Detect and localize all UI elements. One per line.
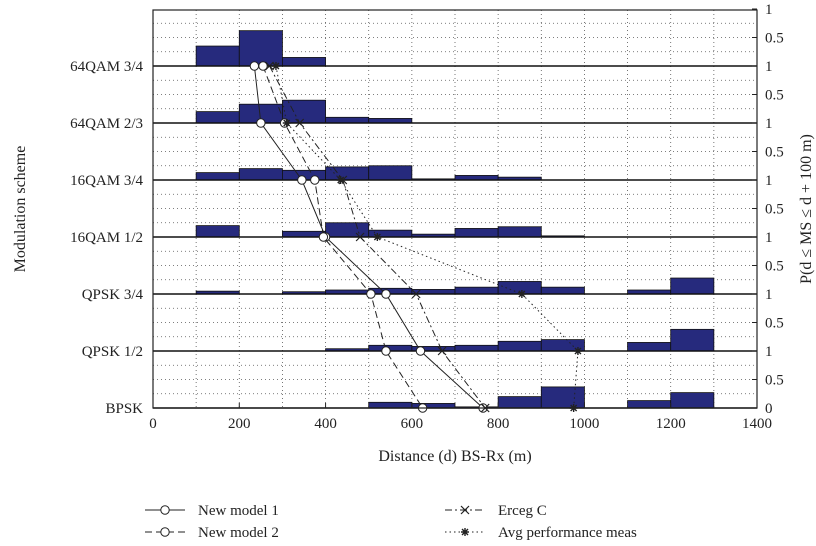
legend-label: Erceg C xyxy=(498,503,547,519)
histogram-bar xyxy=(282,57,326,67)
scheme-label: QPSK 3/4 xyxy=(82,287,144,303)
marker-circle xyxy=(310,175,320,185)
right-tick-label: 1 xyxy=(765,173,773,189)
x-tick-label: 1000 xyxy=(569,416,599,432)
right-tick-label: 1 xyxy=(765,116,773,132)
histogram-bar xyxy=(325,116,370,124)
marker-x xyxy=(460,505,470,515)
histogram-bar xyxy=(497,226,542,238)
histogram-bar xyxy=(325,166,370,181)
x-tick-label: 200 xyxy=(228,416,251,432)
x-tick-label: 0 xyxy=(149,416,157,432)
histogram-bar xyxy=(497,340,542,352)
histogram-bar xyxy=(368,165,413,181)
right-tick-label: 1 xyxy=(765,344,773,360)
marker-circle xyxy=(381,346,391,356)
left-y-axis-title: Modulation scheme xyxy=(12,146,29,273)
legend-label: New model 2 xyxy=(198,525,279,541)
marker-circle xyxy=(256,118,266,128)
marker-circle xyxy=(318,232,329,242)
marker-circle xyxy=(249,61,260,71)
histogram-bar xyxy=(454,344,499,352)
right-tick-label: 0.5 xyxy=(765,373,784,389)
histogram-bar xyxy=(454,228,499,238)
histogram-bars xyxy=(195,30,715,409)
histogram-bar xyxy=(627,400,672,409)
scheme-label: QPSK 1/2 xyxy=(82,344,143,360)
marker-star xyxy=(271,62,280,70)
right-tick-label: 1 xyxy=(765,2,773,18)
right-tick-label: 1 xyxy=(765,230,773,246)
histogram-bar xyxy=(670,328,715,352)
right-tick-label: 1 xyxy=(765,59,773,75)
marker-circle xyxy=(160,505,170,515)
scheme-label: 16QAM 1/2 xyxy=(70,230,143,246)
scheme-label: 64QAM 3/4 xyxy=(70,59,143,75)
histogram-bar xyxy=(368,229,413,238)
histogram-bar xyxy=(454,286,499,295)
marker-star xyxy=(336,176,345,184)
marker-circle xyxy=(297,175,307,185)
marker-circle xyxy=(258,61,268,71)
histogram-bar xyxy=(540,286,585,295)
marker-star xyxy=(517,290,526,298)
marker-circle xyxy=(366,289,376,299)
x-axis-title: Distance (d) BS-Rx (m) xyxy=(378,448,531,465)
series-lines xyxy=(249,61,582,413)
marker-x xyxy=(265,61,274,71)
right-tick-label: 0.5 xyxy=(765,202,784,218)
x-tick-label: 600 xyxy=(401,416,424,432)
scheme-label: 16QAM 3/4 xyxy=(70,173,143,189)
right-tick-label: 0.5 xyxy=(765,145,784,161)
marker-star xyxy=(373,233,382,241)
x-tick-label: 1400 xyxy=(742,416,772,432)
histogram-bar xyxy=(195,172,240,181)
x-tick-label: 1200 xyxy=(656,416,686,432)
marker-star xyxy=(461,528,469,536)
axis-labels: 64QAM 3/4 64QAM 2/3 16QAM 3/4 16QAM 1/2 QPSK… xyxy=(70,2,784,432)
scheme-label: 64QAM 2/3 xyxy=(70,116,143,132)
histogram-bar xyxy=(670,277,715,295)
marker-star xyxy=(282,119,291,127)
right-tick-label: 0.5 xyxy=(765,316,784,332)
marker-x xyxy=(295,118,305,128)
legend-label: Avg performance meas xyxy=(498,525,637,541)
histogram-bar xyxy=(627,342,672,352)
histogram-bar xyxy=(540,386,585,409)
legend-label: New model 1 xyxy=(198,503,279,519)
x-tick-label: 400 xyxy=(314,416,337,432)
marker-circle xyxy=(160,527,170,537)
marker-star xyxy=(573,347,582,355)
histogram-bar xyxy=(238,168,283,181)
histogram-bar xyxy=(195,111,240,124)
marker-x xyxy=(355,232,365,242)
marker-x xyxy=(411,289,421,299)
marker-circle xyxy=(381,289,391,299)
right-y-axis-title: P(d ≤ MS ≤ d + 100 m) xyxy=(798,134,815,284)
histogram-bar xyxy=(497,396,542,409)
histogram-bar xyxy=(282,99,326,124)
scheme-label: BPSK xyxy=(105,401,143,417)
x-tick-label: 800 xyxy=(487,416,510,432)
right-tick-label: 0.5 xyxy=(765,88,784,104)
histogram-bar xyxy=(368,401,413,409)
right-tick-label: 0 xyxy=(765,401,773,417)
marker-x xyxy=(437,346,447,356)
histogram-bar xyxy=(238,30,283,67)
right-tick-label: 0.5 xyxy=(765,31,784,47)
histogram-bar xyxy=(195,45,240,67)
right-tick-label: 0.5 xyxy=(765,259,784,275)
histogram-bar xyxy=(195,225,240,238)
histogram-bar xyxy=(670,392,715,409)
axis-ticks xyxy=(152,8,758,409)
right-tick-label: 1 xyxy=(765,287,773,303)
marker-circle xyxy=(415,346,426,356)
legend: New model 1 New model 2 Erceg C Avg perform… xyxy=(145,503,637,541)
